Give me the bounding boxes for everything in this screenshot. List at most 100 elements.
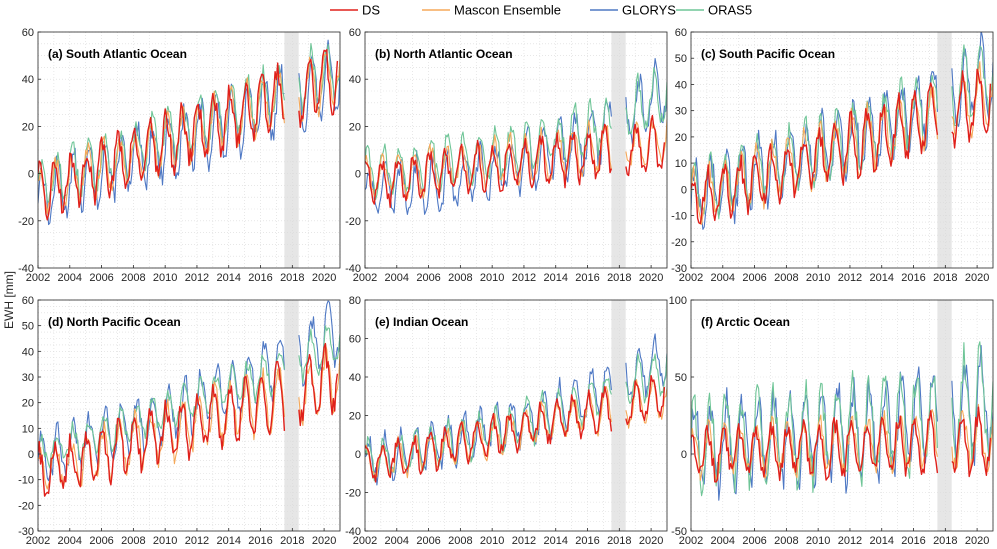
- y-tick-label: -10: [671, 211, 687, 223]
- x-tick-label: 2016: [901, 535, 925, 547]
- y-tick-label: -40: [345, 263, 361, 275]
- y-tick-label: -10: [18, 475, 34, 487]
- y-tick-label: 40: [22, 346, 34, 358]
- series-glorys-line: [625, 57, 667, 147]
- y-tick-label: 40: [349, 372, 361, 384]
- x-tick-label: 2004: [58, 535, 82, 547]
- y-tick-label: -30: [671, 263, 687, 275]
- legend-entry-glorys: GLORYS: [590, 3, 676, 18]
- x-tick-label: 2002: [26, 535, 50, 547]
- series-oras5-line: [625, 67, 667, 135]
- y-tick-label: 20: [675, 132, 687, 144]
- y-tick-label: 60: [349, 27, 361, 39]
- panel-4: 2002 2004 2006 2008 2010 2012 2014 2016 2018 2020…: [345, 295, 668, 547]
- y-tick-label: 30: [22, 372, 34, 384]
- series-ds-line: [365, 386, 613, 483]
- x-tick-label: 2012: [512, 272, 536, 284]
- x-tick-label: 2018: [933, 535, 957, 547]
- series-ds-line: [365, 123, 613, 208]
- legend-label: ORAS5: [708, 3, 752, 18]
- x-tick-label: 2016: [248, 535, 272, 547]
- y-tick-label: 0: [28, 449, 34, 461]
- x-tick-label: 2004: [711, 272, 735, 284]
- y-tick-label: 50: [22, 321, 34, 333]
- y-tick-label: 0: [355, 169, 361, 181]
- x-tick-label: 2006: [742, 272, 766, 284]
- y-tick-label: 50: [675, 53, 687, 65]
- series-ds-line: [38, 360, 286, 497]
- panel-title: (b) North Atlantic Ocean: [375, 47, 513, 61]
- y-tick-label: 0: [355, 449, 361, 461]
- series-glorys-line: [625, 333, 667, 399]
- x-tick-label: 2008: [448, 535, 472, 547]
- y-tick-label: 60: [22, 27, 34, 39]
- x-tick-label: 2012: [185, 272, 209, 284]
- legend: DS Mascon Ensemble GLORYS ORAS5: [330, 3, 752, 18]
- y-tick-label: 40: [349, 74, 361, 86]
- y-tick-label: 20: [22, 121, 34, 133]
- y-tick-label: 80: [349, 295, 361, 307]
- series-oras5-line: [298, 325, 340, 384]
- x-tick-label: 2006: [742, 535, 766, 547]
- series-group: [38, 39, 340, 226]
- series-glorys-line: [951, 32, 993, 127]
- x-tick-label: 2010: [806, 272, 830, 284]
- x-tick-label: 2008: [121, 272, 145, 284]
- y-tick-label: 40: [675, 79, 687, 91]
- y-tick-label: -20: [18, 216, 34, 228]
- y-tick-label: -20: [345, 216, 361, 228]
- x-tick-label: 2002: [679, 272, 703, 284]
- panel-title: (a) South Atlantic Ocean: [48, 47, 187, 61]
- y-tick-label: 100: [669, 295, 687, 307]
- x-tick-label: 2002: [679, 535, 703, 547]
- y-tick-label: -30: [18, 526, 34, 538]
- series-ds-line: [691, 82, 939, 225]
- x-tick-label: 2020: [965, 535, 989, 547]
- y-tick-label: 0: [681, 184, 687, 196]
- series-oras5-line: [951, 341, 993, 462]
- x-tick-label: 2006: [89, 272, 113, 284]
- legend-entry-mascon-ensemble: Mascon Ensemble: [422, 3, 561, 18]
- panel-2: 2002 2004 2006 2008 2010 2012 2014 2016 2018 2020…: [671, 27, 994, 284]
- x-tick-label: 2004: [385, 535, 409, 547]
- x-tick-label: 2014: [543, 272, 567, 284]
- axes-box: [690, 31, 994, 269]
- series-ds-line: [625, 114, 666, 177]
- x-tick-label: 2016: [248, 272, 272, 284]
- series-oras5-line: [691, 370, 938, 497]
- y-tick-label: 60: [675, 27, 687, 39]
- axes-box: [37, 31, 341, 269]
- x-tick-label: 2012: [185, 535, 209, 547]
- series-group: [365, 333, 667, 486]
- series-glorys-line: [691, 70, 938, 230]
- x-tick-label: 2004: [385, 272, 409, 284]
- series-ds-line: [298, 49, 339, 128]
- x-tick-label: 2010: [806, 535, 830, 547]
- x-tick-label: 2016: [901, 272, 925, 284]
- x-tick-label: 2010: [153, 535, 177, 547]
- y-tick-label: 20: [22, 398, 34, 410]
- x-tick-label: 2002: [353, 535, 377, 547]
- y-tick-label: 60: [22, 295, 34, 307]
- series-group: [691, 341, 993, 501]
- panel-3: 2002 2004 2006 2008 2010 2012 2014 2016 2018 2020…: [18, 295, 341, 547]
- x-tick-label: 2010: [480, 272, 504, 284]
- series-oras5-line: [691, 74, 938, 220]
- x-tick-label: 2008: [774, 272, 798, 284]
- x-tick-label: 2010: [480, 535, 504, 547]
- y-tick-label: -20: [345, 488, 361, 500]
- x-tick-label: 2004: [711, 535, 735, 547]
- x-tick-label: 2018: [280, 272, 304, 284]
- y-axis-label: EWH [mm]: [2, 271, 16, 329]
- x-tick-label: 2006: [416, 272, 440, 284]
- series-ds-line: [625, 375, 666, 425]
- panel-0: 2002 2004 2006 2008 2010 2012 2014 2016 2018 2020…: [18, 27, 341, 284]
- series-group: [691, 32, 993, 230]
- panel-1: 2002 2004 2006 2008 2010 2012 2014 2016 2018 2020…: [345, 27, 668, 284]
- series-group: [38, 300, 340, 497]
- series-glorys-line: [38, 339, 285, 482]
- x-tick-label: 2006: [89, 535, 113, 547]
- x-tick-label: 2012: [838, 535, 862, 547]
- x-tick-label: 2010: [153, 272, 177, 284]
